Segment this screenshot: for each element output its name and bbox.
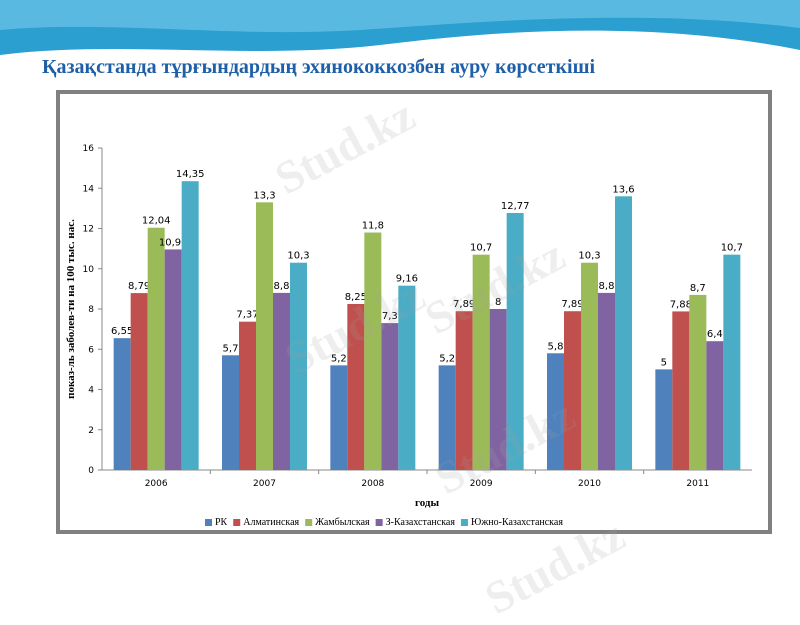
data-label: 5 — [661, 357, 667, 368]
slide-title: Қазақстанда тұрғындардың эхинококкозбен … — [42, 56, 596, 78]
data-label: 10,7 — [470, 243, 492, 254]
data-label: 5,7 — [223, 343, 239, 354]
data-label: 6,4 — [707, 329, 723, 340]
data-label: 5,2 — [331, 353, 347, 364]
bar-Жамбылская — [256, 202, 273, 470]
bar-Жамбылская — [364, 232, 382, 470]
data-label: 10,3 — [287, 251, 309, 262]
x-axis-title: годы — [415, 497, 439, 509]
bar-chart: 0 2 4 6 8 10 12 14 16 2006 6,55 8,79 12,04 10,96 14,35… — [65, 144, 752, 528]
y-tick-label: 16 — [83, 144, 95, 154]
bar-З-Казахстанская — [489, 309, 507, 470]
data-label: 5,8 — [548, 341, 564, 352]
chart-frame: 0 2 4 6 8 10 12 14 16 2006 6,55 8,79 12,04 10,96 14,35… — [56, 90, 772, 534]
bar-З-Казахстанская — [164, 249, 182, 470]
legend-swatch-З-Казахстанская — [375, 519, 383, 526]
bar-Южно-Казахстанская — [615, 196, 632, 471]
bar-Южно-Казахстанская — [290, 262, 307, 470]
bar-РК — [113, 338, 131, 470]
bar-Южно-Казахстанская — [723, 254, 741, 470]
bar-РК — [655, 369, 673, 470]
bar-Жамбылская — [147, 227, 165, 470]
data-label: 10,7 — [721, 243, 743, 254]
legend-swatch-Южно-Казахстанская — [460, 519, 468, 526]
data-label: 8,8 — [599, 281, 615, 292]
data-label: 12,04 — [142, 216, 171, 227]
data-label: 8,8 — [274, 281, 290, 292]
x-tick-label: 2010 — [578, 479, 601, 489]
bar-Южно-Казахстанская — [181, 181, 199, 471]
x-tick-label: 2008 — [361, 479, 384, 489]
legend-swatch-Алматинская — [233, 519, 241, 526]
y-tick-label: 4 — [88, 386, 94, 396]
data-label: 9,16 — [396, 274, 418, 285]
bar-Алматинская — [564, 311, 581, 470]
x-tick-label: 2011 — [686, 479, 709, 489]
header-wave-decoration — [0, 0, 800, 55]
data-label: 10,3 — [578, 251, 600, 262]
legend-label: Жамбылская — [315, 517, 370, 528]
data-label: 8 — [495, 297, 501, 308]
bar-РК — [547, 353, 564, 470]
bar-Жамбылская — [581, 262, 598, 470]
data-label: 11,8 — [362, 221, 384, 232]
bar-Южно-Казахстанская — [506, 213, 524, 470]
data-label: 7,88 — [670, 299, 692, 310]
data-label: 7,3 — [382, 311, 398, 322]
data-label: 12,77 — [501, 201, 530, 212]
x-tick-label: 2006 — [145, 479, 168, 489]
bar-З-Казахстанская — [273, 292, 290, 470]
bar-Алматинская — [239, 321, 256, 470]
bar-РК — [438, 365, 456, 470]
bar-Алматинская — [130, 293, 148, 470]
bar-Алматинская — [672, 311, 690, 470]
bar-РК — [222, 355, 239, 470]
data-label: 8,7 — [690, 283, 706, 294]
legend-label: Алматинская — [243, 517, 299, 528]
bar-З-Казахстанская — [598, 292, 615, 470]
bar-З-Казахстанская — [706, 341, 724, 470]
y-tick-label: 6 — [88, 345, 94, 355]
data-label: 8,25 — [345, 292, 367, 303]
y-tick-label: 8 — [88, 305, 94, 315]
y-tick-label: 10 — [83, 265, 95, 275]
y-tick-label: 14 — [83, 184, 95, 194]
data-label: 8,79 — [128, 281, 150, 292]
data-label: 13,6 — [612, 184, 634, 195]
data-label: 10,96 — [159, 237, 188, 248]
legend-label: РК — [215, 517, 228, 528]
x-tick-label: 2007 — [253, 479, 276, 489]
legend-label: З-Казахстанская — [386, 517, 456, 528]
data-label: 7,89 — [561, 299, 583, 310]
bar-Южно-Казахстанская — [398, 285, 416, 470]
bar-Жамбылская — [689, 294, 707, 470]
y-tick-label: 12 — [83, 225, 94, 235]
data-label: 7,89 — [453, 299, 475, 310]
legend-label: Южно-Казахстанская — [471, 517, 563, 528]
y-tick-label: 2 — [88, 426, 94, 436]
legend-swatch-РК — [205, 519, 212, 526]
bar-РК — [330, 365, 348, 470]
bar-Жамбылская — [472, 254, 490, 470]
legend-swatch-Жамбылская — [305, 519, 313, 526]
y-axis-title: показ-ль заболев-ти на 100 тыс. нас. — [65, 219, 77, 399]
data-label: 13,3 — [253, 190, 275, 201]
bar-Алматинская — [455, 311, 473, 470]
data-label: 14,35 — [176, 169, 205, 180]
bar-З-Казахстанская — [381, 323, 399, 470]
data-label: 6,55 — [111, 326, 133, 337]
x-tick-label: 2009 — [470, 479, 493, 489]
data-label: 5,2 — [439, 353, 455, 364]
y-tick-label: 0 — [88, 466, 94, 476]
data-label: 7,37 — [236, 310, 258, 321]
bar-Алматинская — [347, 303, 365, 470]
